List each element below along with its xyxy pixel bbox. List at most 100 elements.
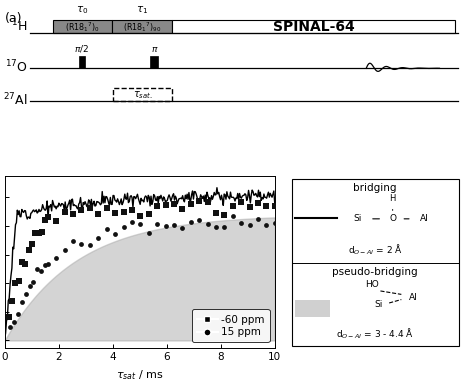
Point	[111, 210, 119, 216]
Text: (R18$_1$$^7$)$_{90}$: (R18$_1$$^7$)$_{90}$	[123, 20, 161, 34]
Point	[44, 214, 52, 220]
Point	[8, 298, 16, 304]
Point	[145, 230, 152, 236]
Point	[78, 241, 85, 247]
Text: O: O	[389, 214, 396, 223]
Text: bridging: bridging	[354, 183, 397, 193]
Point	[70, 211, 77, 217]
Point	[12, 280, 19, 286]
Point	[34, 265, 41, 272]
Point	[195, 217, 203, 223]
Point	[212, 224, 219, 230]
Point	[271, 203, 278, 209]
Text: $\pi$/2: $\pi$/2	[74, 43, 89, 54]
Point	[246, 222, 253, 228]
Point	[120, 224, 127, 230]
Point	[204, 199, 211, 206]
Point	[170, 222, 177, 228]
Text: $\tau_{sat.}$: $\tau_{sat.}$	[133, 89, 152, 101]
Point	[254, 200, 262, 206]
Bar	[112, 20, 172, 33]
Point	[86, 206, 93, 212]
Point	[204, 221, 211, 227]
Point	[21, 261, 29, 267]
Bar	[172, 20, 455, 33]
Point	[18, 259, 26, 265]
Text: d$_{O-Al}$ = 3 - 4.4 Å: d$_{O-Al}$ = 3 - 4.4 Å	[336, 326, 414, 341]
X-axis label: $\tau_{sat}$ / ms: $\tau_{sat}$ / ms	[116, 368, 163, 382]
Point	[78, 207, 85, 213]
Point	[28, 241, 35, 247]
Point	[22, 291, 29, 297]
Point	[128, 207, 135, 213]
FancyBboxPatch shape	[291, 179, 459, 346]
Text: $\tau_1$: $\tau_1$	[136, 5, 148, 16]
Point	[53, 219, 60, 225]
Point	[162, 223, 169, 230]
Point	[35, 230, 42, 236]
Point	[162, 202, 169, 208]
Point	[170, 201, 177, 207]
Point	[103, 226, 110, 232]
Bar	[113, 88, 172, 101]
Point	[246, 204, 253, 210]
Point	[229, 202, 236, 209]
Bar	[295, 299, 330, 317]
Point	[111, 231, 119, 237]
Text: HO: HO	[365, 280, 379, 288]
Text: $^{27}$Al: $^{27}$Al	[3, 92, 28, 108]
Point	[10, 319, 18, 325]
Point	[94, 235, 102, 241]
Bar	[150, 56, 158, 68]
Point	[14, 311, 21, 317]
Text: $\tau_0$: $\tau_0$	[76, 5, 89, 16]
Point	[262, 203, 270, 209]
Point	[178, 225, 186, 231]
Point	[25, 247, 32, 253]
Point	[18, 299, 26, 306]
Text: H: H	[389, 194, 396, 203]
Text: $^{1}$H: $^{1}$H	[11, 18, 28, 34]
Point	[212, 210, 219, 216]
Point	[220, 223, 228, 230]
Text: (R18$_1$$^7$)$_0$: (R18$_1$$^7$)$_0$	[65, 20, 100, 34]
Text: Si: Si	[354, 214, 362, 223]
Point	[237, 220, 245, 226]
Text: Al: Al	[420, 214, 428, 223]
Point	[187, 219, 194, 225]
Point	[229, 213, 236, 219]
Point	[86, 242, 93, 248]
Point	[5, 314, 13, 320]
Point	[187, 201, 194, 207]
Point	[31, 230, 39, 236]
Point	[26, 283, 33, 289]
Point	[61, 247, 69, 253]
Point	[128, 219, 135, 225]
Text: (a): (a)	[5, 12, 22, 25]
Point	[30, 278, 37, 285]
Point	[53, 255, 60, 261]
Point	[70, 238, 77, 244]
Point	[7, 324, 14, 330]
Bar	[79, 56, 85, 68]
Legend: -60 ppm, 15 ppm: -60 ppm, 15 ppm	[191, 309, 269, 342]
Point	[44, 261, 52, 267]
Text: pseudo-bridging: pseudo-bridging	[333, 267, 418, 277]
Point	[42, 262, 49, 268]
Point	[136, 221, 144, 227]
Point	[262, 222, 270, 228]
Point	[120, 209, 127, 215]
Point	[15, 278, 22, 284]
Point	[38, 229, 46, 235]
Point	[254, 216, 262, 222]
Point	[94, 211, 102, 217]
Text: Al: Al	[409, 293, 418, 302]
Point	[153, 220, 161, 227]
Point	[271, 220, 278, 227]
Point	[145, 211, 152, 217]
Bar	[53, 20, 112, 33]
Point	[136, 213, 144, 219]
Text: $^{17}$O: $^{17}$O	[5, 58, 28, 75]
Point	[153, 204, 161, 210]
Text: d$_{O-Al}$ = 2 Å: d$_{O-Al}$ = 2 Å	[348, 242, 403, 257]
